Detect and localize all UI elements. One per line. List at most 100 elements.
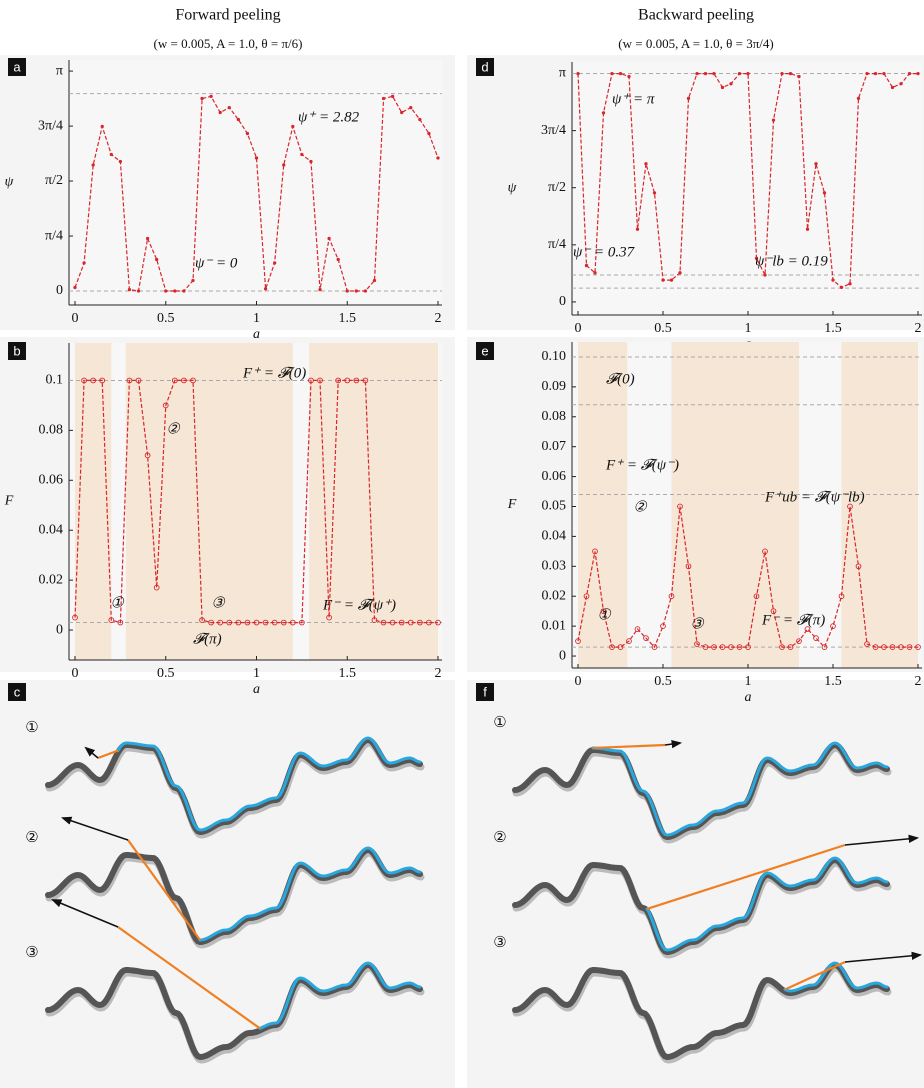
annotation: ③ <box>211 595 226 611</box>
data-point <box>652 191 657 195</box>
x-tick-label: 2 <box>915 321 922 336</box>
peel-force <box>844 951 923 963</box>
x-tick-label: 0.5 <box>157 666 175 681</box>
data-line <box>577 73 918 289</box>
data-point <box>272 261 277 265</box>
data-point <box>685 563 692 570</box>
data-point <box>327 236 331 241</box>
peel-force <box>61 816 129 841</box>
data-point <box>889 644 896 650</box>
y-tick-label: 0.02 <box>39 572 64 587</box>
data-point <box>171 377 178 384</box>
data-point <box>300 152 304 157</box>
panel-letter: c <box>14 684 21 699</box>
data-point <box>719 644 726 650</box>
data-point <box>906 644 913 650</box>
x-tick-label: 2 <box>435 311 442 326</box>
data-point <box>729 82 733 86</box>
data-point <box>872 644 879 650</box>
data-point <box>686 96 691 101</box>
data-point <box>418 117 422 122</box>
data-point <box>126 377 133 384</box>
data-point <box>271 619 278 626</box>
y-tick-label: 0 <box>56 283 63 298</box>
data-point <box>426 619 432 626</box>
data-point <box>363 289 368 293</box>
data-point <box>336 257 340 262</box>
data-point <box>291 124 295 129</box>
y-tick-label: 3π/4 <box>541 123 566 138</box>
data-point <box>626 638 632 644</box>
data-point <box>797 74 801 79</box>
data-point <box>601 111 606 115</box>
data-point <box>235 619 242 626</box>
data-point <box>218 110 222 115</box>
data-point <box>317 377 323 384</box>
data-point <box>814 162 818 166</box>
data-point <box>409 105 413 110</box>
peel-force <box>51 899 119 928</box>
data-point <box>282 163 286 167</box>
data-point <box>763 273 767 277</box>
data-point <box>907 71 912 76</box>
data-point <box>309 159 313 164</box>
data-point <box>575 638 581 644</box>
y-axis-label: F <box>507 497 517 512</box>
data-point <box>435 619 441 626</box>
y-tick-label: π/2 <box>45 173 63 188</box>
data-point <box>217 619 224 626</box>
annotation: ψ⁺ = π <box>612 91 655 107</box>
annotation: 𝓕(π) <box>193 631 222 647</box>
shaded-region <box>671 342 799 668</box>
y-tick-label: π <box>559 66 566 81</box>
y-tick-label: 3π/4 <box>38 118 63 133</box>
panel-tab <box>8 683 26 701</box>
step-label: ② <box>493 829 506 846</box>
data-point <box>173 289 177 293</box>
data-point <box>190 377 196 384</box>
data-point <box>821 644 828 650</box>
panel-tab <box>8 342 26 360</box>
data-point <box>90 377 97 384</box>
attached-film <box>258 961 422 1030</box>
data-point <box>770 608 777 615</box>
data-point <box>144 452 151 459</box>
annotation: ③ <box>690 616 705 632</box>
data-point <box>181 377 187 384</box>
data-point <box>610 71 614 76</box>
data-point <box>381 96 386 101</box>
data-point <box>745 644 751 650</box>
y-tick-label: 0.08 <box>542 409 567 424</box>
data-point <box>390 94 395 99</box>
annotation: F⁻ = 𝓕(π) <box>761 612 825 628</box>
data-point <box>118 159 123 164</box>
x-tick-label: 1.5 <box>824 674 842 689</box>
data-point <box>728 644 734 650</box>
attached-film <box>116 736 422 832</box>
y-tick-label: 0.09 <box>542 379 567 394</box>
data-point <box>643 635 649 641</box>
y-tick-label: 0.05 <box>542 499 567 514</box>
y-tick-label: 0 <box>559 648 566 663</box>
y-tick-label: 0.03 <box>542 559 567 574</box>
data-point <box>136 289 141 293</box>
data-point <box>593 271 597 275</box>
y-tick-label: 0 <box>56 622 63 637</box>
peeled-film <box>646 843 846 910</box>
data-point <box>407 619 414 626</box>
peeled-film <box>127 839 201 941</box>
x-tick-label: 0.5 <box>157 311 175 326</box>
data-point <box>915 644 921 650</box>
plot: 0 0.5 1 1.5 2 0 π/4 π/2 3π/4 π a ψ ψ⁺ = 2.82 ψ⁻ = 0 a <box>5 58 442 342</box>
x-tick-label: 1 <box>253 666 260 681</box>
column-title: Forward peeling <box>175 7 280 24</box>
attached-film <box>783 961 889 993</box>
panel-tab <box>476 58 494 76</box>
step-label: ③ <box>493 934 506 951</box>
annotation: 𝓕(0) <box>606 371 635 387</box>
peel-force <box>844 834 920 846</box>
peel-force <box>84 746 99 759</box>
data-point <box>847 503 853 510</box>
data-point <box>155 257 159 262</box>
shaded-region <box>75 343 112 660</box>
